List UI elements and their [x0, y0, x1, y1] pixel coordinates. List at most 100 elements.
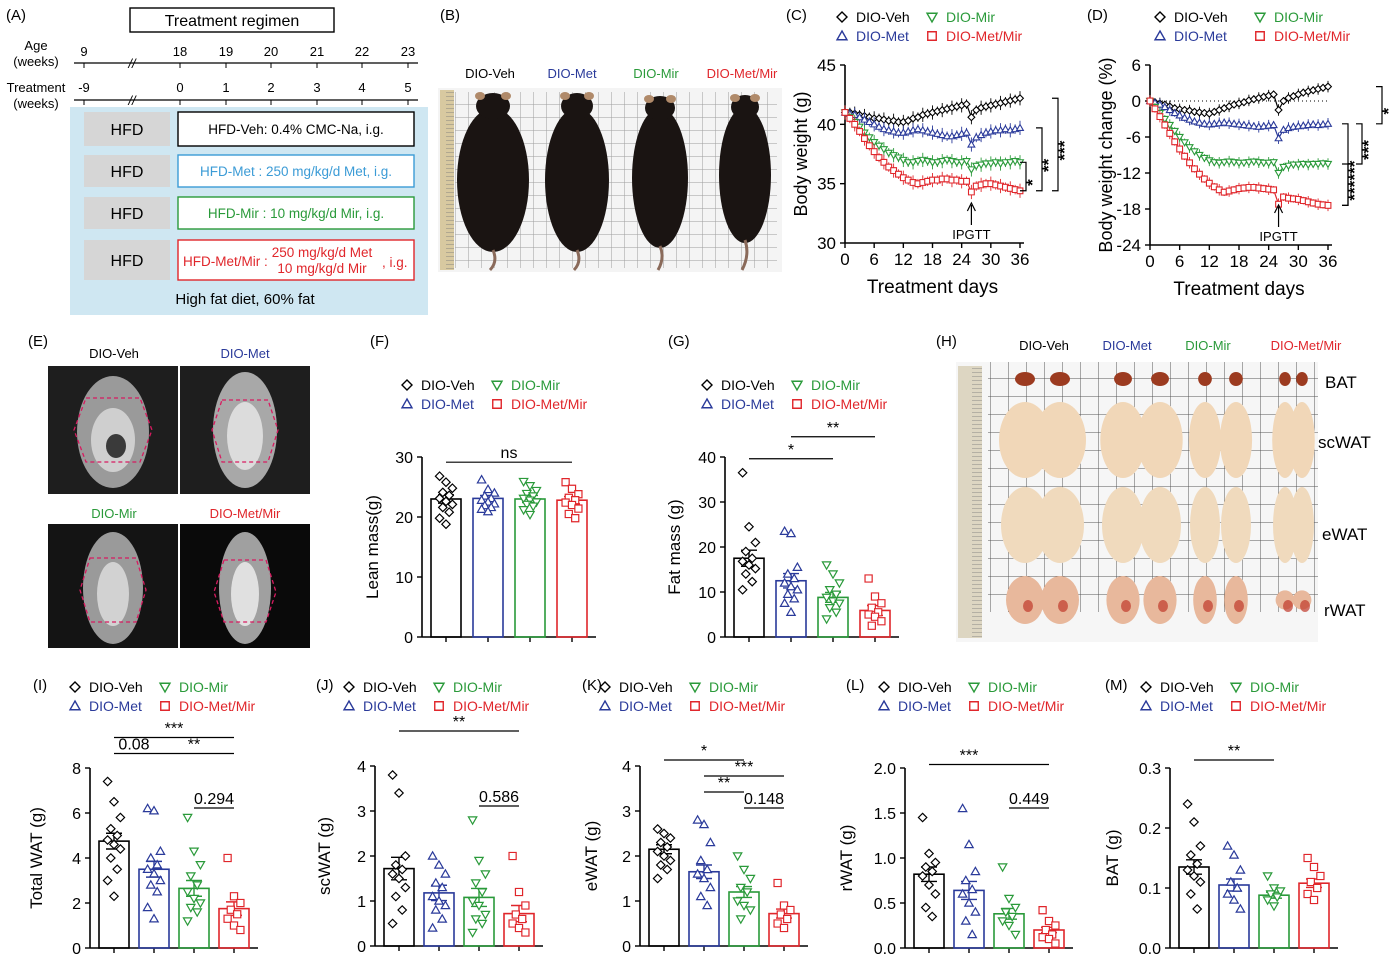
data-point [473, 856, 485, 866]
legend-label: DIO-Met/Mir [1250, 698, 1327, 714]
legend-label: DIO-Met/Mir [511, 396, 588, 412]
data-point [966, 884, 978, 894]
data-point [830, 590, 842, 600]
data-point [1161, 121, 1169, 129]
treatment-tick-label: -9 [78, 80, 90, 95]
panel-e: (E) DIO-Veh DIO-Met DIO-Mir DIO-Met/Mir [28, 333, 310, 648]
x-axis-label: Treatment days [867, 277, 998, 298]
data-point [884, 125, 894, 134]
data-point [1190, 148, 1199, 156]
data-point [524, 482, 536, 492]
data-point [652, 823, 663, 835]
data-point [1200, 108, 1209, 118]
treatment-axis-break: // [127, 93, 137, 108]
data-point [908, 159, 918, 167]
treatment-tick-label: 4 [358, 80, 365, 95]
comparison-label: ** [1228, 743, 1240, 760]
data-point [521, 928, 530, 937]
x-tick-label: 12 [1200, 252, 1219, 271]
legend-marker [877, 699, 891, 711]
treatment-label-line1: Treatment [7, 80, 66, 95]
data-point [957, 159, 967, 167]
data-point [112, 830, 123, 841]
y-tick-label: 3 [357, 804, 366, 821]
chart-i-total-wat: (I) DIO-Veh DIO-Met DIO-Mir DIO-Met/Mir 0 2 4 6 8… [27, 677, 258, 958]
data-point [108, 796, 120, 807]
data-point [1303, 161, 1313, 170]
x-tick-label: 18 [923, 250, 942, 269]
data-point [470, 915, 482, 925]
data-point [195, 899, 206, 909]
data-point [185, 872, 197, 882]
y-tick-label: 20 [698, 540, 716, 557]
data-point [788, 573, 800, 583]
y-tick-label: 0.3 [1139, 761, 1161, 778]
data-point [877, 599, 886, 608]
data-point [779, 597, 790, 607]
tissue-ewat [1273, 487, 1297, 563]
chart-c-body-weight: (C) DIO-Veh DIO-Met DIO-Mir DIO-Met/Mir 30 35 4… [786, 7, 1074, 298]
data-point [427, 891, 438, 901]
y-tick-label: 0.5 [874, 896, 896, 913]
x-tick-label: 36 [1011, 250, 1030, 269]
y-axis-label: Lean mass(g) [363, 495, 382, 599]
data-point [236, 898, 245, 908]
regimen-text: HFD-Veh: 0.4% CMC-Na, i.g. [208, 122, 384, 137]
data-point [1262, 896, 1273, 906]
data-point [782, 568, 794, 578]
data-point [741, 888, 753, 898]
data-point [223, 853, 232, 863]
data-point [889, 126, 898, 135]
panel-label-a: (A) [6, 7, 26, 24]
data-point [735, 883, 747, 893]
y-tick-label: 1.5 [874, 806, 896, 823]
legend-label: DIO-Veh [89, 679, 143, 695]
legend-marker [836, 11, 848, 23]
x-axis-label: Treatment days [1173, 279, 1304, 300]
data-point [1003, 921, 1015, 931]
data-point [1262, 872, 1273, 882]
tissue-ewat [1139, 487, 1181, 563]
tissue-label-met: DIO-Met [1102, 338, 1152, 353]
data-point [1146, 97, 1154, 105]
photo-b-label-metmir: DIO-Met/Mir [707, 66, 778, 81]
data-point [1195, 840, 1206, 852]
legend-label: DIO-Mir [453, 679, 502, 695]
data-point [102, 875, 113, 886]
tissue-bat [1050, 372, 1070, 386]
data-point [745, 906, 756, 916]
tissue-bat [1015, 372, 1035, 386]
y-tick-label: 45 [817, 56, 836, 75]
data-point [1289, 161, 1298, 170]
data-point [1185, 115, 1194, 123]
data-point [785, 528, 797, 538]
legend-marker [69, 681, 81, 693]
data-point [933, 129, 942, 137]
legend-marker [599, 681, 611, 693]
legend-marker [969, 701, 979, 711]
data-point [928, 128, 937, 136]
comparison-label: 0.586 [479, 789, 519, 806]
treatment-tick-label: 5 [404, 80, 411, 95]
panel-label: (G) [668, 333, 690, 350]
data-point [920, 902, 931, 913]
data-point [1175, 133, 1185, 142]
data-point [655, 837, 666, 848]
data-point [1185, 849, 1196, 861]
data-point [701, 864, 713, 874]
chart-k-ewat: (K) DIO-Veh DIO-Met DIO-Mir DIO-Met/Mir 0 1 2 3 4… [582, 677, 808, 956]
y-tick-label: 35 [817, 175, 836, 194]
data-point [967, 139, 976, 148]
legend-label: DIO-Met/Mir [179, 698, 256, 714]
photo-b-label-mir: DIO-Mir [633, 66, 679, 81]
data-point [1323, 160, 1333, 169]
data-point [920, 861, 931, 873]
mri-veh [48, 366, 178, 494]
data-point [1180, 113, 1189, 121]
data-point [792, 584, 803, 594]
data-point [470, 879, 482, 889]
tissue-rwat [1224, 576, 1248, 624]
legend-marker [790, 380, 804, 392]
data-point [966, 929, 978, 939]
